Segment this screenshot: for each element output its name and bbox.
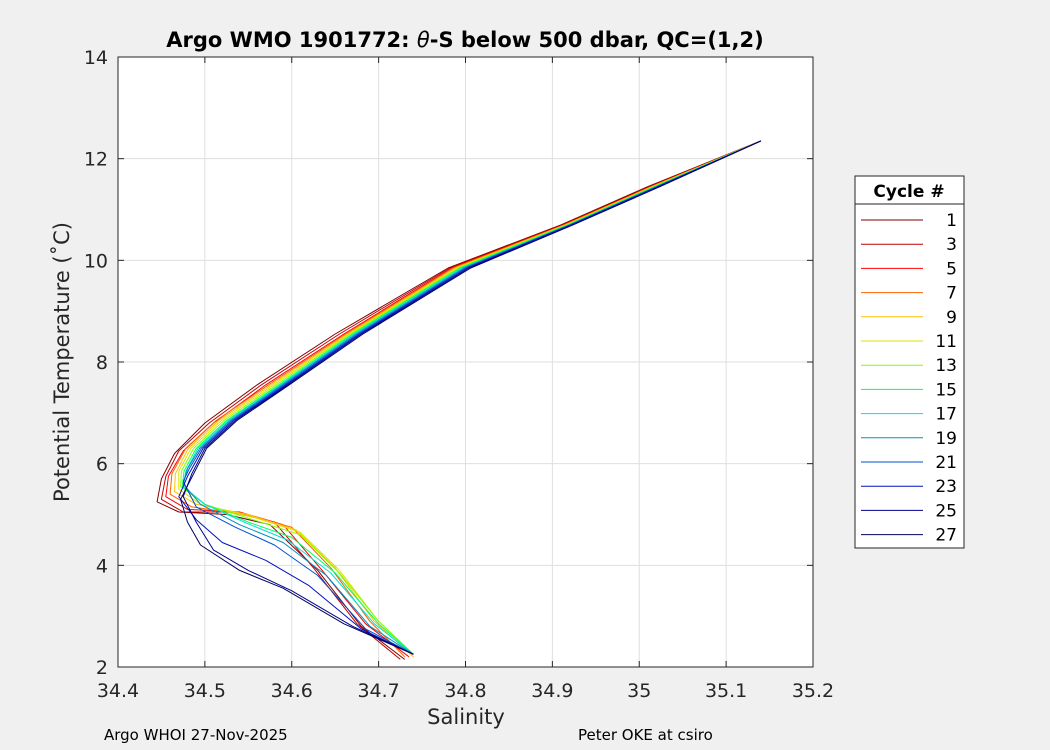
y-tick-label: 10 [84,250,108,272]
legend-label-cycle-1: 1 [946,211,957,231]
legend-label-cycle-5: 5 [946,259,957,279]
legend-label-cycle-23: 23 [935,477,957,497]
series-line-cycle-23 [178,140,762,655]
legend-label-cycle-11: 11 [935,332,957,352]
legend-label-cycle-7: 7 [946,284,957,304]
legend-label-cycle-27: 27 [935,526,957,546]
x-tick-label: 35.1 [705,680,747,702]
legend-label-cycle-15: 15 [935,380,957,400]
y-tick-label: 2 [96,657,108,679]
footer-left: Argo WHOI 27-Nov-2025 [104,726,288,744]
x-tick-label: 35.2 [792,680,834,702]
x-tick-label: 35 [627,680,651,702]
legend-label-cycle-9: 9 [946,308,957,328]
y-tick-label: 6 [96,454,108,476]
legend-label-cycle-25: 25 [935,501,957,521]
x-tick-label: 34.6 [271,680,313,702]
x-tick-label: 34.7 [357,680,399,702]
series-line-cycle-17 [182,140,762,655]
footer-right: Peter OKE at csiro [578,726,713,744]
y-tick-label: 12 [84,149,108,171]
legend-title: Cycle # [873,182,944,202]
legend-label-cycle-17: 17 [935,405,957,425]
legend-label-cycle-3: 3 [946,235,957,255]
chart-title: Argo WMO 1901772: θ-S below 500 dbar, QC… [166,28,763,52]
series-line-cycle-1 [156,140,762,660]
x-axis-label: Salinity [427,705,505,729]
series-line-cycle-27 [180,140,762,655]
series-layer [156,140,762,660]
legend-label-cycle-19: 19 [935,429,957,449]
x-tick-label: 34.5 [184,680,226,702]
y-axis-label: Potential Temperature (˚C) [50,222,74,502]
y-tick-label: 8 [96,352,108,374]
legend-label-cycle-21: 21 [935,453,957,473]
x-tick-label: 34.4 [97,680,139,702]
y-ticks: 2 4 6 8 10 12 14 [84,47,813,679]
x-tick-label: 34.9 [531,680,573,702]
x-ticks: 34.4 34.5 34.6 34.7 34.8 34.9 35 35.1 35.2 [97,57,834,702]
legend-label-cycle-13: 13 [935,356,957,376]
y-tick-label: 4 [96,555,108,577]
y-tick-label: 14 [84,47,108,69]
x-tick-label: 34.8 [444,680,486,702]
